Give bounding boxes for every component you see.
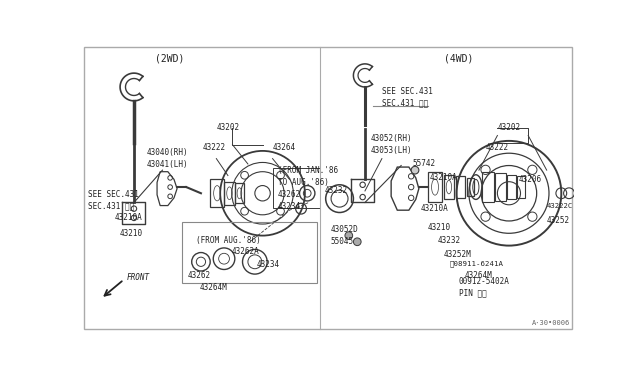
Text: 43202: 43202 (216, 123, 239, 132)
Text: 43210A: 43210A (115, 214, 143, 222)
Bar (428, 173, 442, 202)
Text: (4WD): (4WD) (444, 54, 474, 64)
Text: 43210: 43210 (428, 224, 451, 232)
Text: 43040(RH)
43041(LH): 43040(RH) 43041(LH) (147, 148, 189, 169)
Text: 43264M: 43264M (464, 271, 492, 280)
Text: 43052D
55045: 43052D 55045 (330, 225, 358, 246)
Text: SEE SEC.431
SEC.431 参照: SEE SEC.431 SEC.431 参照 (88, 190, 139, 211)
Bar (224, 182, 235, 205)
Text: FRONT: FRONT (126, 273, 149, 282)
Bar (482, 172, 494, 202)
Circle shape (411, 166, 419, 174)
Bar (495, 173, 506, 201)
Text: 43264M: 43264M (200, 283, 227, 292)
Text: 43262: 43262 (188, 271, 211, 280)
Text: 43222: 43222 (486, 142, 509, 151)
Bar (517, 176, 525, 198)
Text: 43252: 43252 (547, 216, 570, 225)
Bar (507, 175, 516, 199)
Text: 43222: 43222 (202, 142, 226, 151)
Text: 55742: 55742 (413, 160, 436, 169)
Text: (FROM JAN.'86
TO AUG.'86)
43262
43234: (FROM JAN.'86 TO AUG.'86) 43262 43234 (278, 166, 338, 211)
Text: 43210A: 43210A (420, 204, 448, 213)
Text: 43052(RH)
43053(LH): 43052(RH) 43053(LH) (371, 134, 413, 155)
Text: 43206: 43206 (518, 175, 541, 184)
Text: SEE SEC.431
SEC.431 参照: SEE SEC.431 SEC.431 参照 (382, 87, 433, 108)
Text: 43232: 43232 (325, 186, 348, 195)
Bar (456, 176, 465, 198)
Text: 43252M: 43252M (444, 250, 471, 259)
Text: 43210: 43210 (120, 229, 143, 238)
Bar (273, 168, 320, 208)
Text: 43234: 43234 (257, 260, 280, 269)
Circle shape (345, 232, 353, 240)
Text: 43210A: 43210A (429, 173, 458, 182)
Text: ⓝ08911-6241A: ⓝ08911-6241A (450, 261, 504, 267)
Bar (467, 178, 474, 196)
Text: (2WD): (2WD) (156, 54, 185, 64)
Bar (182, 222, 317, 283)
Text: 00912-5402A
PIN ピン: 00912-5402A PIN ピン (459, 277, 510, 298)
Text: (FROM AUG.'86): (FROM AUG.'86) (196, 236, 260, 245)
Circle shape (353, 238, 361, 246)
Text: 43264: 43264 (273, 142, 296, 151)
Text: 43262A: 43262A (232, 247, 259, 256)
Text: 43222C: 43222C (547, 203, 573, 209)
Text: 43232: 43232 (437, 237, 460, 246)
Bar (444, 175, 454, 199)
Bar (210, 179, 224, 207)
Text: 43202: 43202 (497, 123, 520, 132)
Text: A·30•0006: A·30•0006 (532, 320, 570, 326)
Bar (235, 183, 244, 203)
